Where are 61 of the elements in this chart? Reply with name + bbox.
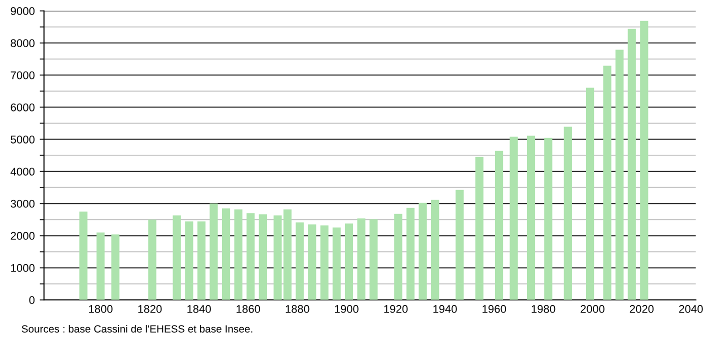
source-note: Sources : base Cassini de l'EHESS et base Insee. <box>22 324 252 333</box>
y-tick-label: 1000 <box>11 264 35 272</box>
bar <box>274 215 282 300</box>
bar <box>370 219 378 300</box>
x-tick-label: 1860 <box>236 305 260 313</box>
bar <box>96 232 105 300</box>
bar <box>222 208 230 300</box>
y-tick-label: 5000 <box>10 136 35 144</box>
bar <box>332 227 341 300</box>
bar <box>456 190 464 300</box>
bar <box>494 150 504 300</box>
y-tick-label: 4000 <box>10 168 35 176</box>
bar <box>283 209 292 300</box>
bar <box>246 213 255 300</box>
bar <box>185 221 194 300</box>
y-tick-label: 6000 <box>10 103 35 112</box>
bar <box>357 218 366 300</box>
bar <box>526 136 536 300</box>
bar <box>148 220 156 300</box>
bar <box>234 209 242 300</box>
bar <box>406 208 415 300</box>
bar <box>210 204 218 300</box>
bar <box>418 202 427 300</box>
bar <box>308 224 316 300</box>
bar <box>586 88 594 300</box>
bar <box>79 212 88 300</box>
bar <box>296 222 304 300</box>
x-tick-label: 1920 <box>384 305 408 313</box>
bar <box>564 126 572 300</box>
bar <box>510 136 518 300</box>
bar <box>344 223 354 300</box>
bar <box>603 66 612 300</box>
y-tick-label: 9000 <box>10 7 35 16</box>
y-tick-label: 0 <box>29 296 35 304</box>
bar <box>258 214 267 300</box>
bar <box>628 28 636 300</box>
bar <box>615 50 624 300</box>
y-tick-label: 7000 <box>10 71 35 80</box>
bar <box>172 215 181 300</box>
bar <box>475 156 484 300</box>
x-tick-label: 2020 <box>630 305 654 313</box>
bar <box>394 214 402 300</box>
x-tick-label: 1880 <box>286 305 310 313</box>
bar <box>544 138 552 300</box>
bar <box>111 234 120 300</box>
x-tick-label: 1900 <box>335 305 358 313</box>
x-tick-label: 1800 <box>89 305 113 313</box>
y-tick-label: 3000 <box>10 200 35 208</box>
y-tick-label: 8000 <box>10 39 35 48</box>
bar <box>320 225 328 300</box>
bar <box>640 20 648 300</box>
x-tick-label: 1820 <box>138 305 162 313</box>
x-tick-label: 2000 <box>580 305 604 313</box>
bar <box>197 221 206 300</box>
x-tick-label: 1980 <box>532 305 556 313</box>
x-tick-label: 1840 <box>187 305 211 313</box>
x-tick-label: 1960 <box>482 305 506 313</box>
bar <box>431 200 440 300</box>
x-tick-label: 2040 <box>679 305 703 313</box>
y-tick-label: 2000 <box>10 232 35 240</box>
x-tick-label: 1940 <box>433 305 457 313</box>
